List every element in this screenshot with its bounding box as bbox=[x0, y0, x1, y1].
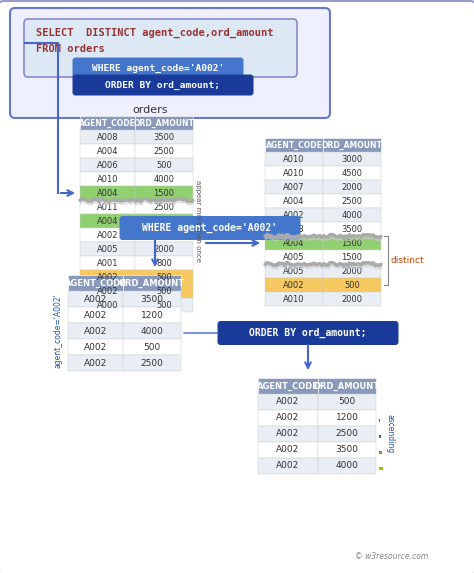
FancyBboxPatch shape bbox=[123, 291, 181, 307]
Text: A010: A010 bbox=[283, 155, 305, 163]
Text: A004: A004 bbox=[97, 147, 118, 155]
Text: © w3resource.com: © w3resource.com bbox=[355, 552, 428, 561]
FancyBboxPatch shape bbox=[68, 355, 123, 371]
FancyBboxPatch shape bbox=[258, 394, 318, 410]
FancyBboxPatch shape bbox=[318, 394, 376, 410]
FancyBboxPatch shape bbox=[80, 270, 135, 284]
FancyBboxPatch shape bbox=[123, 355, 181, 371]
FancyBboxPatch shape bbox=[379, 451, 382, 454]
Text: 1500: 1500 bbox=[154, 189, 174, 198]
Text: A008: A008 bbox=[97, 132, 118, 142]
Text: 2000: 2000 bbox=[341, 295, 363, 304]
FancyBboxPatch shape bbox=[135, 200, 193, 214]
Text: A002: A002 bbox=[97, 273, 118, 281]
Text: 1200: 1200 bbox=[141, 311, 164, 320]
Text: A010: A010 bbox=[283, 168, 305, 178]
FancyBboxPatch shape bbox=[265, 292, 323, 306]
FancyBboxPatch shape bbox=[135, 144, 193, 158]
Text: A002: A002 bbox=[97, 230, 118, 240]
FancyBboxPatch shape bbox=[265, 222, 323, 236]
FancyBboxPatch shape bbox=[123, 323, 181, 339]
FancyBboxPatch shape bbox=[318, 426, 376, 442]
Text: 2500: 2500 bbox=[154, 147, 174, 155]
Text: ORD_AMOUNT: ORD_AMOUNT bbox=[119, 278, 185, 288]
FancyBboxPatch shape bbox=[323, 250, 381, 264]
FancyBboxPatch shape bbox=[265, 264, 323, 278]
FancyBboxPatch shape bbox=[323, 166, 381, 180]
FancyBboxPatch shape bbox=[80, 186, 135, 200]
FancyBboxPatch shape bbox=[323, 264, 381, 278]
Text: A004: A004 bbox=[97, 189, 118, 198]
Text: 4000: 4000 bbox=[341, 210, 363, 219]
FancyBboxPatch shape bbox=[265, 236, 323, 250]
Text: distinct: distinct bbox=[391, 256, 425, 265]
Text: 500: 500 bbox=[344, 281, 360, 289]
FancyBboxPatch shape bbox=[258, 410, 318, 426]
FancyBboxPatch shape bbox=[318, 442, 376, 458]
FancyBboxPatch shape bbox=[258, 378, 318, 394]
FancyBboxPatch shape bbox=[80, 256, 135, 270]
FancyBboxPatch shape bbox=[265, 194, 323, 208]
Text: 500: 500 bbox=[156, 273, 172, 281]
Text: 2500: 2500 bbox=[341, 197, 363, 206]
Text: AGENT_CODE: AGENT_CODE bbox=[79, 119, 136, 128]
FancyBboxPatch shape bbox=[265, 138, 323, 152]
Text: A007: A007 bbox=[283, 182, 305, 191]
Text: WHERE agent_code='A002': WHERE agent_code='A002' bbox=[92, 64, 224, 73]
Text: 1500: 1500 bbox=[341, 238, 363, 248]
FancyBboxPatch shape bbox=[318, 378, 376, 394]
FancyBboxPatch shape bbox=[80, 298, 135, 312]
FancyBboxPatch shape bbox=[323, 180, 381, 194]
FancyBboxPatch shape bbox=[265, 166, 323, 180]
FancyBboxPatch shape bbox=[135, 172, 193, 186]
FancyBboxPatch shape bbox=[80, 200, 135, 214]
FancyBboxPatch shape bbox=[323, 222, 381, 236]
Text: appear more than once: appear more than once bbox=[195, 180, 201, 262]
FancyBboxPatch shape bbox=[258, 426, 318, 442]
FancyBboxPatch shape bbox=[135, 214, 193, 228]
Text: 2500: 2500 bbox=[141, 359, 164, 367]
FancyBboxPatch shape bbox=[68, 323, 123, 339]
Text: agent_code='A002': agent_code='A002' bbox=[54, 293, 63, 368]
Text: 3500: 3500 bbox=[140, 295, 164, 304]
Text: 2000: 2000 bbox=[341, 182, 363, 191]
FancyBboxPatch shape bbox=[80, 144, 135, 158]
FancyBboxPatch shape bbox=[135, 298, 193, 312]
Text: A010: A010 bbox=[283, 295, 305, 304]
FancyBboxPatch shape bbox=[265, 208, 323, 222]
Text: ascending: ascending bbox=[386, 414, 395, 454]
Text: A011: A011 bbox=[97, 202, 118, 211]
Text: AGENT_CODE: AGENT_CODE bbox=[265, 140, 322, 150]
FancyBboxPatch shape bbox=[123, 275, 181, 291]
Text: A004: A004 bbox=[283, 238, 305, 248]
FancyBboxPatch shape bbox=[80, 242, 135, 256]
FancyBboxPatch shape bbox=[323, 208, 381, 222]
Text: A002: A002 bbox=[84, 295, 107, 304]
FancyBboxPatch shape bbox=[80, 158, 135, 172]
Text: 3500: 3500 bbox=[341, 225, 363, 234]
FancyBboxPatch shape bbox=[68, 307, 123, 323]
Text: 1500: 1500 bbox=[154, 217, 174, 226]
Text: A004: A004 bbox=[283, 197, 305, 206]
Text: A005: A005 bbox=[283, 253, 305, 261]
Text: 3500: 3500 bbox=[154, 132, 174, 142]
FancyBboxPatch shape bbox=[135, 158, 193, 172]
FancyBboxPatch shape bbox=[323, 292, 381, 306]
FancyBboxPatch shape bbox=[265, 152, 323, 166]
FancyBboxPatch shape bbox=[265, 278, 323, 292]
FancyBboxPatch shape bbox=[73, 74, 254, 96]
FancyBboxPatch shape bbox=[318, 458, 376, 474]
Text: 1200: 1200 bbox=[336, 414, 358, 422]
FancyBboxPatch shape bbox=[135, 284, 193, 298]
Text: A002: A002 bbox=[276, 461, 300, 470]
Text: ORDER BY ord_amount;: ORDER BY ord_amount; bbox=[249, 328, 367, 338]
Text: 1500: 1500 bbox=[341, 253, 363, 261]
Text: A004: A004 bbox=[97, 217, 118, 226]
FancyBboxPatch shape bbox=[323, 138, 381, 152]
Text: 500: 500 bbox=[143, 343, 161, 351]
FancyBboxPatch shape bbox=[135, 242, 193, 256]
FancyBboxPatch shape bbox=[80, 214, 135, 228]
Text: A002: A002 bbox=[84, 343, 107, 351]
FancyBboxPatch shape bbox=[135, 116, 193, 130]
